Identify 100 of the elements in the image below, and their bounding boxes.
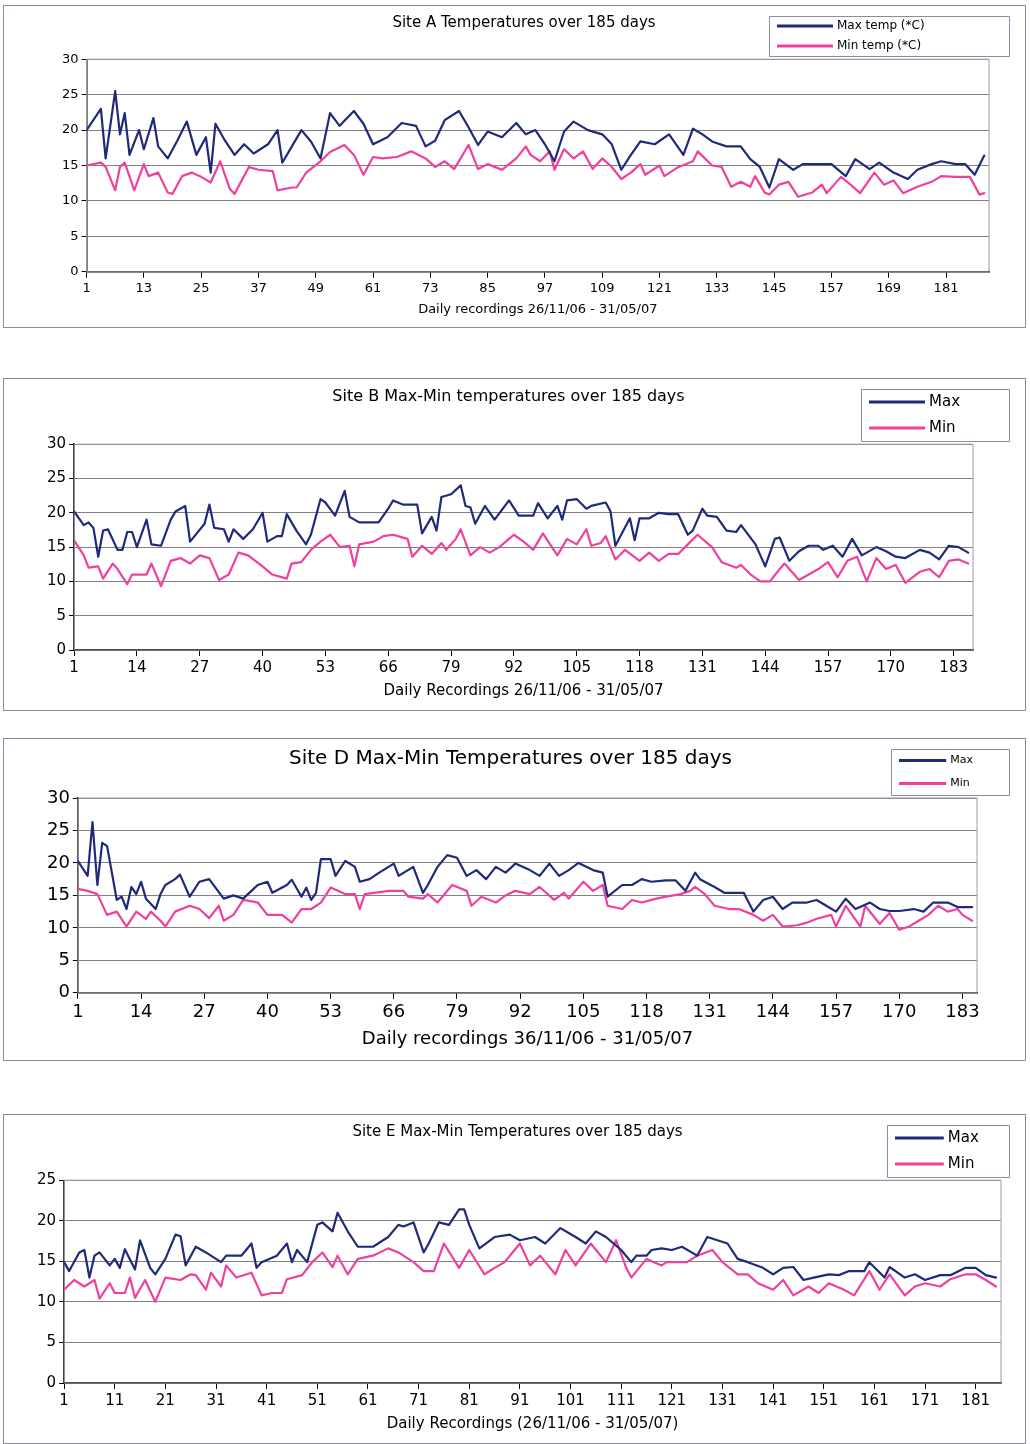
x-tick-label: 111: [606, 1390, 636, 1409]
x-tick-label: 61: [364, 279, 382, 295]
x-tick-label: 27: [190, 657, 210, 676]
x-tick-label: 51: [307, 1390, 327, 1409]
x-tick-label: 181: [933, 279, 959, 295]
legend-label: Max: [950, 753, 974, 767]
chart-title: Site B Max-Min temperatures over 185 days: [332, 385, 685, 405]
y-tick-label: 25: [47, 818, 70, 840]
x-tick-label: 40: [253, 657, 273, 676]
x-tick-label: 79: [445, 1000, 469, 1022]
x-tick-label: 92: [508, 1000, 532, 1022]
x-tick-label: 91: [510, 1390, 530, 1409]
x-tick-label: 71: [409, 1390, 429, 1409]
x-axis-title: Daily recordings 36/11/06 - 31/05/07: [361, 1026, 694, 1048]
y-tick-label: 20: [47, 850, 70, 872]
x-tick-label: 11: [105, 1390, 125, 1409]
legend-label: Min: [950, 776, 970, 790]
x-axis-title: Daily recordings 26/11/06 - 31/05/07: [418, 300, 658, 316]
x-tick-label: 121: [657, 1390, 687, 1409]
x-tick-label: 144: [750, 657, 780, 676]
x-tick-label: 1: [82, 279, 91, 295]
x-tick-label: 133: [704, 279, 730, 295]
x-tick-label: 171: [910, 1390, 940, 1409]
y-tick-label: 30: [47, 785, 70, 807]
x-tick-label: 1: [69, 657, 79, 676]
y-tick-label: 20: [36, 1210, 57, 1229]
x-tick-label: 157: [818, 1000, 854, 1022]
x-tick-label: 157: [819, 279, 844, 295]
chart-title: Site D Max-Min Temperatures over 185 days: [288, 745, 733, 770]
legend-label: Min: [929, 417, 956, 436]
x-tick-label: 157: [813, 657, 843, 676]
x-tick-label: 161: [860, 1390, 889, 1409]
x-tick-label: 81: [459, 1390, 479, 1409]
y-tick-label: 25: [46, 468, 67, 487]
y-tick-label: 0: [58, 980, 70, 1002]
x-tick-label: 14: [129, 1000, 153, 1022]
legend-label: Min: [947, 1153, 975, 1172]
legend-label: Max: [929, 391, 961, 410]
y-tick-label: 10: [62, 192, 79, 208]
x-tick-label: 40: [255, 1000, 279, 1022]
x-tick-label: 21: [155, 1390, 175, 1409]
x-axis-title: Daily Recordings (26/11/06 - 31/05/07): [386, 1413, 679, 1432]
x-tick-label: 53: [315, 657, 335, 676]
y-tick-label: 10: [46, 571, 67, 590]
x-tick-label: 1: [59, 1390, 69, 1409]
x-tick-label: 1: [72, 1000, 84, 1022]
x-tick-label: 53: [319, 1000, 343, 1022]
y-tick-label: 0: [70, 263, 79, 279]
chart-title: Site A Temperatures over 185 days: [392, 12, 656, 31]
x-tick-label: 170: [882, 1000, 917, 1022]
y-tick-label: 20: [46, 502, 67, 521]
legend-label: Max temp (*C): [837, 18, 925, 33]
x-tick-label: 118: [629, 1000, 664, 1022]
x-tick-label: 181: [961, 1390, 990, 1409]
x-tick-label: 73: [422, 279, 439, 295]
y-tick-label: 25: [36, 1170, 57, 1189]
x-tick-label: 31: [206, 1390, 226, 1409]
legend-label: Max: [947, 1127, 979, 1146]
x-tick-label: 131: [692, 1000, 727, 1022]
x-axis-title: Daily Recordings 26/11/06 - 31/05/07: [383, 680, 664, 699]
y-tick-label: 10: [47, 915, 70, 937]
x-tick-label: 41: [257, 1390, 277, 1409]
y-tick-label: 15: [36, 1251, 57, 1270]
x-tick-label: 183: [945, 1000, 980, 1022]
x-tick-label: 151: [809, 1390, 839, 1409]
x-tick-label: 169: [876, 279, 902, 295]
y-tick-label: 10: [36, 1291, 57, 1310]
x-tick-label: 37: [250, 279, 267, 295]
x-tick-label: 183: [939, 657, 968, 676]
y-tick-label: 30: [46, 434, 67, 453]
x-tick-label: 144: [755, 1000, 791, 1022]
y-tick-label: 20: [62, 121, 79, 137]
x-tick-label: 121: [647, 279, 672, 295]
y-tick-label: 5: [70, 227, 79, 243]
x-tick-label: 66: [382, 1000, 406, 1022]
x-tick-label: 131: [708, 1390, 737, 1409]
x-tick-label: 25: [192, 279, 210, 295]
x-tick-label: 141: [758, 1390, 788, 1409]
x-tick-label: 105: [562, 657, 592, 676]
legend-label: Min temp (*C): [837, 38, 922, 53]
y-tick-label: 25: [62, 86, 79, 102]
y-tick-label: 15: [62, 156, 79, 172]
y-tick-label: 0: [56, 639, 67, 658]
y-tick-label: 5: [58, 948, 70, 970]
x-tick-label: 97: [536, 279, 554, 295]
x-tick-label: 92: [504, 657, 524, 676]
x-tick-label: 118: [625, 657, 654, 676]
x-tick-label: 105: [566, 1000, 601, 1022]
x-tick-label: 101: [556, 1390, 585, 1409]
y-tick-label: 15: [47, 883, 70, 905]
chart-title: Site E Max-Min Temperatures over 185 days: [352, 1121, 683, 1140]
x-tick-label: 13: [135, 279, 153, 295]
x-tick-label: 131: [688, 657, 717, 676]
x-tick-label: 85: [479, 279, 496, 295]
x-tick-label: 79: [441, 657, 461, 676]
x-tick-label: 27: [192, 1000, 216, 1022]
y-tick-label: 0: [46, 1372, 57, 1391]
y-tick-label: 5: [56, 605, 67, 624]
y-tick-label: 5: [46, 1332, 57, 1351]
x-tick-label: 145: [761, 279, 787, 295]
